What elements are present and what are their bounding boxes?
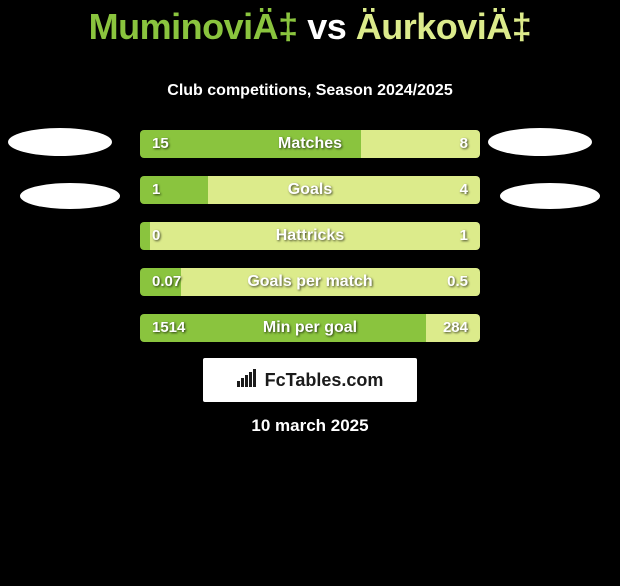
logo-text: Tables.com: [286, 370, 384, 390]
logo-prefix: Fc: [265, 370, 286, 390]
stat-label: Goals per match: [140, 268, 480, 296]
stat-value-right: 8: [460, 130, 468, 158]
stat-value-left: 1: [152, 176, 160, 204]
player-photo-placeholder: [488, 128, 592, 156]
stat-value-left: 1514: [152, 314, 185, 342]
fctables-logo: FcTables.com: [203, 358, 417, 402]
stat-label: Goals: [140, 176, 480, 204]
stat-row: Min per goal1514 284: [140, 314, 480, 342]
stat-row: Matches15 8: [140, 130, 480, 158]
player-photo-placeholder: [20, 183, 120, 209]
stat-row: Hattricks0 1: [140, 222, 480, 250]
stat-value-left: 15: [152, 130, 169, 158]
stat-label: Min per goal: [140, 314, 480, 342]
generation-date: 10 march 2025: [0, 416, 620, 436]
stat-row: Goals per match0.07 0.5: [140, 268, 480, 296]
stat-row: Goals1 4: [140, 176, 480, 204]
player-photo-placeholder: [8, 128, 112, 156]
stat-value-left: 0: [152, 222, 160, 250]
stat-label: Hattricks: [140, 222, 480, 250]
stat-value-right: 4: [460, 176, 468, 204]
player-photo-placeholder: [500, 183, 600, 209]
subtitle: Club competitions, Season 2024/2025: [0, 82, 620, 100]
bar-chart-icon: [237, 369, 259, 392]
vs-label: vs: [307, 6, 346, 47]
stat-bars: Matches158Goals14Hattricks01Goals per ma…: [140, 130, 480, 360]
player1-name: MuminoviÄ‡: [89, 6, 298, 47]
stat-value-left: 0.07: [152, 268, 181, 296]
stat-label: Matches: [140, 130, 480, 158]
stat-value-right: 0.5: [447, 268, 468, 296]
stat-value-right: 1: [460, 222, 468, 250]
comparison-title: MuminoviÄ‡ vs ÄurkoviÄ‡: [0, 6, 620, 48]
stat-value-right: 284: [443, 314, 468, 342]
player2-name: ÄurkoviÄ‡: [356, 6, 532, 47]
